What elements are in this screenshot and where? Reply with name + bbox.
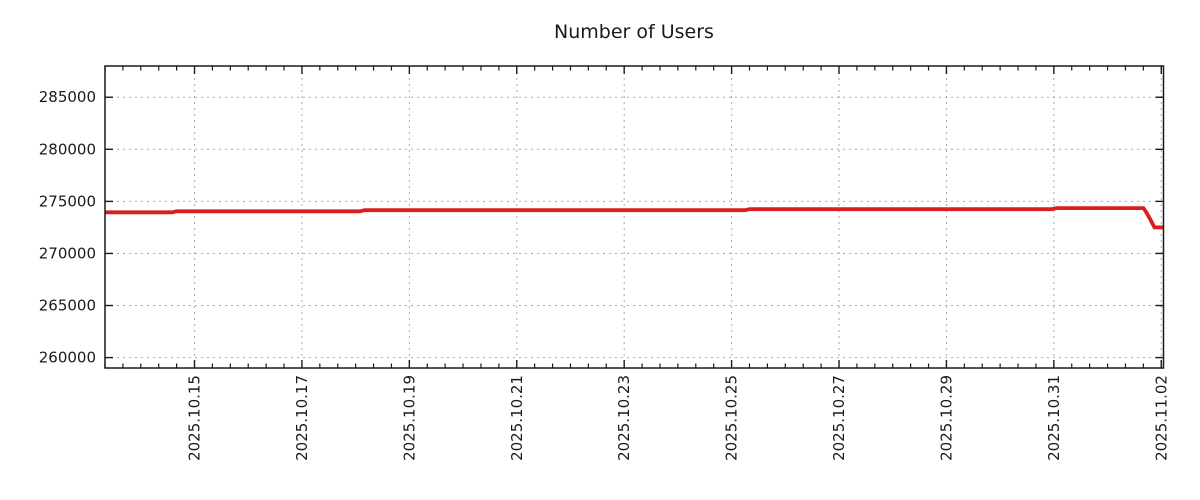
x-tick-label: 2025.10.29 [937, 375, 955, 461]
x-tick-label: 2025.10.27 [830, 375, 848, 461]
tick-label-layer: 260000 265000 270000 275000 280000 285000 2025… [39, 88, 1171, 461]
x-tick-label: 2025.10.15 [186, 375, 204, 461]
x-tick-label: 2025.10.21 [508, 375, 526, 461]
y-tick-label: 280000 [39, 140, 96, 158]
chart-title: Number of Users [554, 21, 714, 43]
y-tick-label: 265000 [39, 297, 96, 315]
x-tick-label: 2025.10.23 [615, 375, 633, 461]
x-tick-label: 2025.11.02 [1152, 375, 1170, 461]
y-tick-label: 260000 [39, 349, 96, 367]
x-tick-label: 2025.10.25 [723, 375, 741, 461]
axis-layer [104, 65, 1165, 369]
x-tick-label: 2025.10.19 [400, 375, 418, 461]
plot-border [104, 65, 1165, 369]
x-tick-label: 2025.10.31 [1045, 375, 1063, 461]
y-tick-label: 285000 [39, 88, 96, 106]
y-tick-label: 275000 [39, 192, 96, 210]
x-tick-label: 2025.10.17 [293, 375, 311, 461]
users-series-line [105, 206, 1164, 230]
y-tick-label: 270000 [39, 244, 96, 262]
series-layer [105, 206, 1164, 230]
grid-layer [105, 66, 1164, 368]
